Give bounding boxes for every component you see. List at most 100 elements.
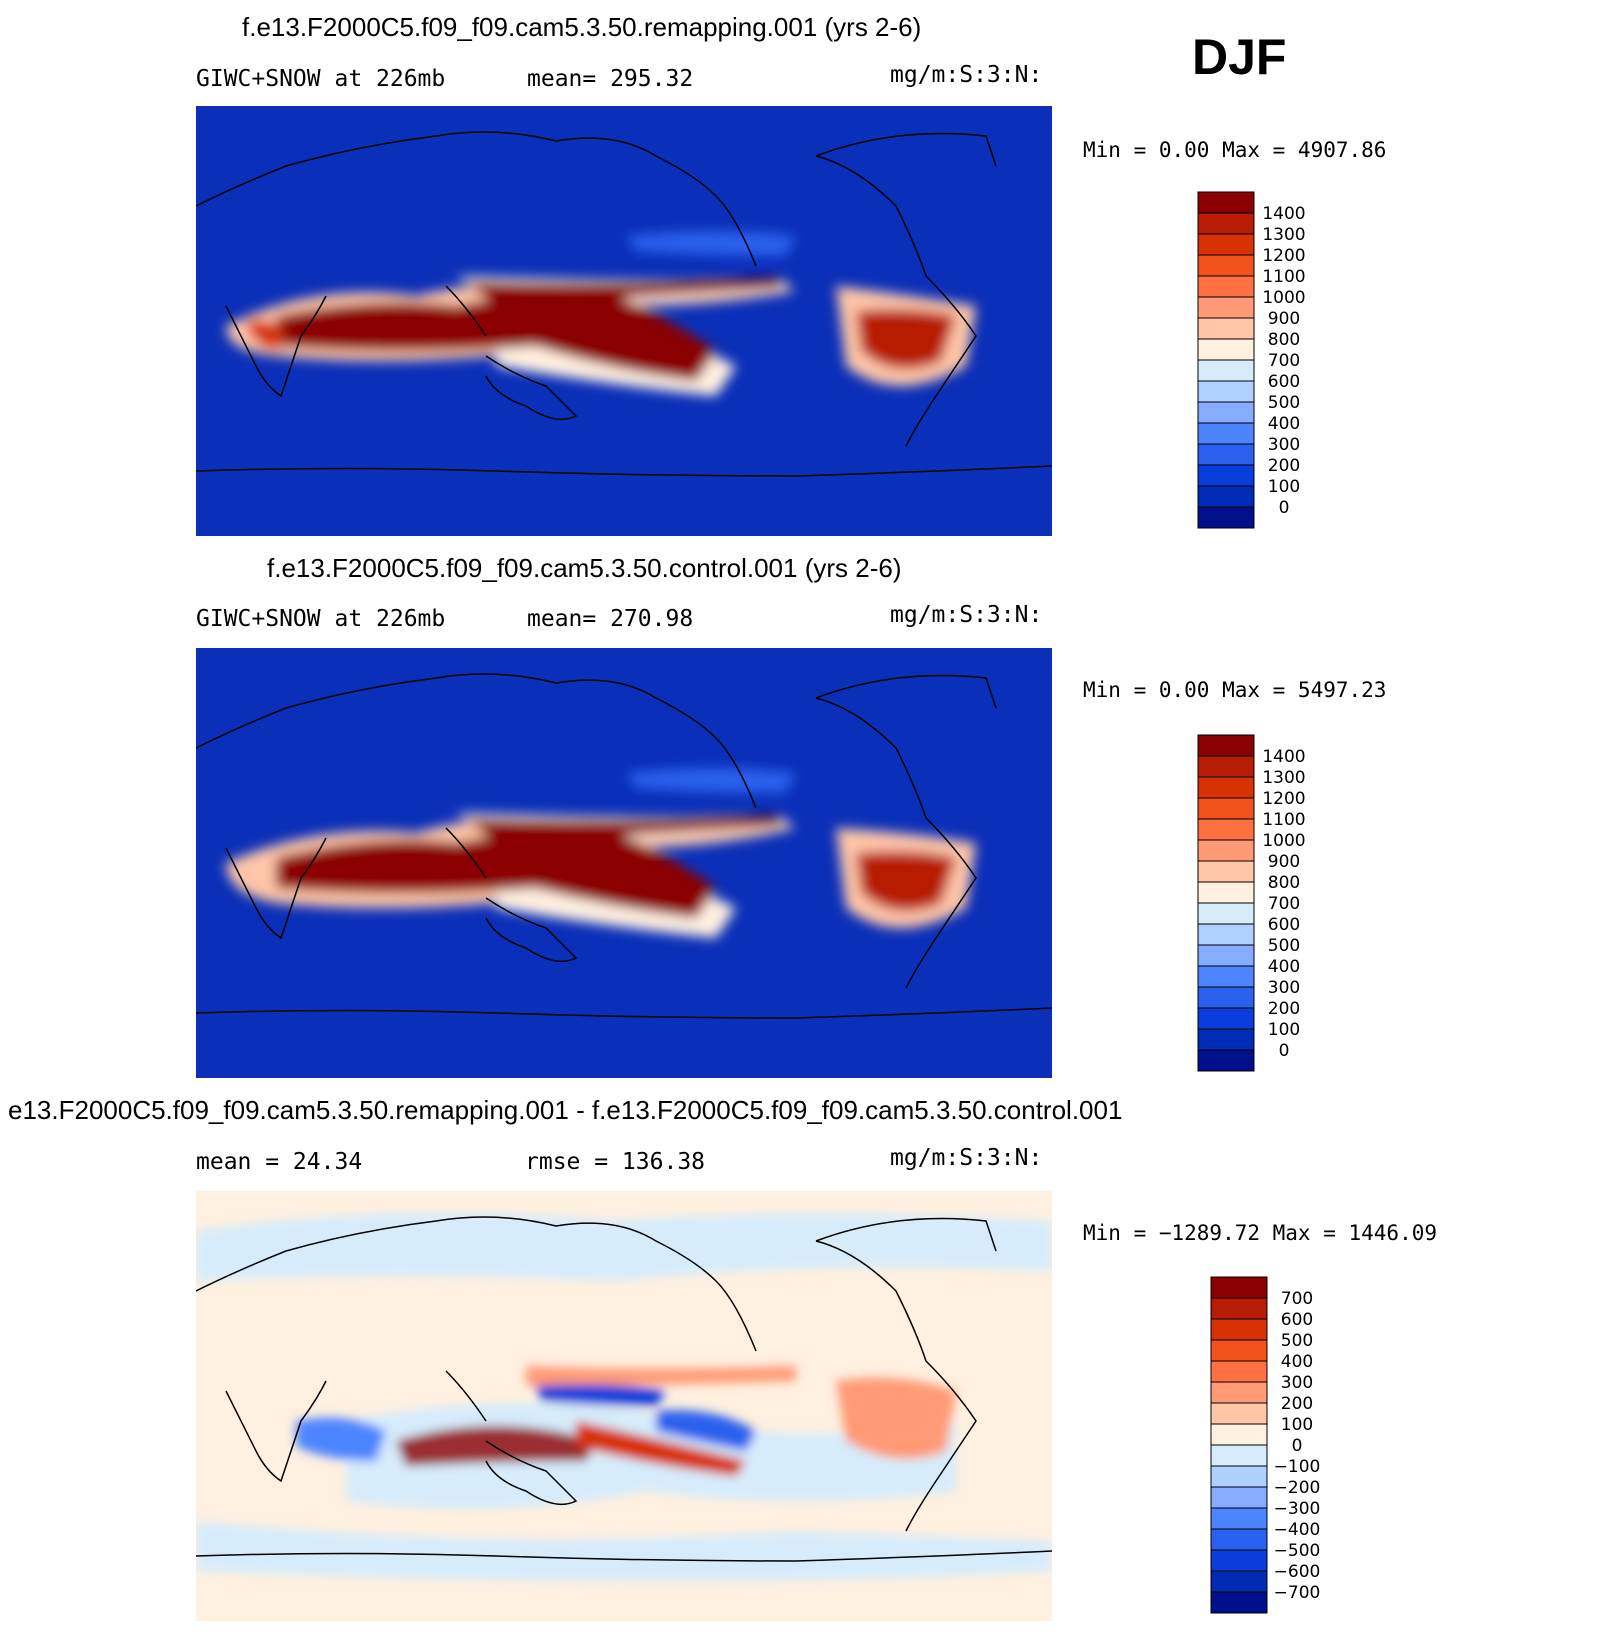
colorbar-1-box-13: [1197, 464, 1255, 487]
colorbar-3-tick-label: 300: [1281, 1373, 1313, 1393]
colorbar-3-tick-label: 400: [1281, 1352, 1313, 1372]
colorbar-1-tick-label: 1400: [1262, 204, 1305, 224]
colorbar-2-tick-label: 900: [1268, 852, 1300, 872]
colorbar-3-box-6: [1210, 1402, 1268, 1425]
colorbar-1-box-10: [1197, 401, 1255, 424]
colorbar-1-tick-label: 1200: [1262, 246, 1305, 266]
colorbar-3-tick-label: 0: [1292, 1436, 1303, 1456]
colorbar-2-tick-label: 1200: [1262, 789, 1305, 809]
colorbar-3-box-1: [1210, 1297, 1268, 1320]
panel-3-title: e13.F2000C5.f09_f09.cam5.3.50.remapping.…: [8, 1095, 1123, 1125]
colorbar-1-box-9: [1197, 380, 1255, 403]
colorbar-1-box-11: [1197, 422, 1255, 445]
colorbar-2-box-3: [1197, 797, 1255, 820]
colorbar-3-box-5: [1210, 1381, 1268, 1404]
colorbar-3-box-10: [1210, 1486, 1268, 1509]
panel-2-units-label: mg/m:S:3:N:: [890, 602, 1043, 628]
colorbar-2-box-9: [1197, 923, 1255, 946]
colorbar-3-box-7: [1210, 1423, 1268, 1446]
colorbar-2-box-0: [1197, 734, 1255, 757]
colorbar-2-box-8: [1197, 902, 1255, 925]
colorbar-2-box-6: [1197, 860, 1255, 883]
colorbar-1-tick-label: 100: [1268, 477, 1300, 497]
colorbar-2-tick-label: 1100: [1262, 810, 1305, 830]
colorbar-2-tick-label: 400: [1268, 957, 1300, 977]
colorbar-2-tick-label: 500: [1268, 936, 1300, 956]
colorbar-2-box-1: [1197, 755, 1255, 778]
colorbar-2-box-13: [1197, 1007, 1255, 1030]
colorbar-3-box-9: [1210, 1465, 1268, 1488]
colorbar-3-box-0: [1210, 1276, 1268, 1299]
colorbar-2-box-4: [1197, 818, 1255, 841]
colorbar-1-box-1: [1197, 212, 1255, 235]
colorbar-3-tick-label: −700: [1274, 1583, 1321, 1603]
colorbar-3-box-4: [1210, 1360, 1268, 1383]
colorbar-3-tick-label: −100: [1274, 1457, 1321, 1477]
panel-3-rmse-label: rmse = 136.38: [525, 1149, 706, 1175]
colorbar-1-tick-label: 400: [1268, 414, 1300, 434]
colorbar-1-box-3: [1197, 254, 1255, 277]
colorbar-2-box-10: [1197, 944, 1255, 967]
colorbar-2-tick-label: 1000: [1262, 831, 1305, 851]
colorbar-1-box-14: [1197, 485, 1255, 508]
colorbar-3-box-13: [1210, 1549, 1268, 1572]
colorbar-3-box-2: [1210, 1318, 1268, 1341]
panel-2-field-label: GIWC+SNOW at 226mb: [196, 606, 446, 632]
season-label: DJF: [1192, 29, 1287, 85]
colorbar-1-box-12: [1197, 443, 1255, 466]
colorbar-3-tick-label: −600: [1274, 1562, 1321, 1582]
colorbar-1-box-15: [1197, 506, 1255, 529]
panel-1-minmax: Min = 0.00 Max = 4907.86: [1083, 138, 1387, 162]
colorbar-3-box-12: [1210, 1528, 1268, 1551]
colorbar-1-tick-label: 900: [1268, 309, 1300, 329]
colorbar-1-box-5: [1197, 296, 1255, 319]
colorbar-3-tick-label: −200: [1274, 1478, 1321, 1498]
panel-3-colorbar: 7006005004003002001000−100−200−300−400−5…: [1210, 1276, 1321, 1614]
colorbar-1-tick-label: 1300: [1262, 225, 1305, 245]
colorbar-1-tick-label: 200: [1268, 456, 1300, 476]
colorbar-3-tick-label: 500: [1281, 1331, 1313, 1351]
colorbar-3-box-11: [1210, 1507, 1268, 1530]
panel-2-title: f.e13.F2000C5.f09_f09.cam5.3.50.control.…: [267, 553, 902, 583]
panel-3-map: [196, 1191, 1052, 1621]
colorbar-2-tick-label: 200: [1268, 999, 1300, 1019]
panel-1-map: [196, 106, 1052, 536]
colorbar-2-box-5: [1197, 839, 1255, 862]
panel-2-colorbar: 1400130012001100100090080070060050040030…: [1197, 734, 1306, 1072]
panel-1-mean-label: mean= 295.32: [527, 66, 694, 92]
colorbar-2-box-7: [1197, 881, 1255, 904]
colorbar-1-box-0: [1197, 191, 1255, 214]
colorbar-1-tick-label: 1100: [1262, 267, 1305, 287]
colorbar-3-tick-label: −500: [1274, 1541, 1321, 1561]
colorbar-3-box-3: [1210, 1339, 1268, 1362]
colorbar-2-box-2: [1197, 776, 1255, 799]
colorbar-1-box-4: [1197, 275, 1255, 298]
colorbar-1-box-2: [1197, 233, 1255, 256]
colorbar-3-tick-label: −300: [1274, 1499, 1321, 1519]
colorbar-1-box-6: [1197, 317, 1255, 340]
colorbar-1-tick-label: 300: [1268, 435, 1300, 455]
colorbar-3-tick-label: 700: [1281, 1289, 1313, 1309]
colorbar-1-tick-label: 800: [1268, 330, 1300, 350]
colorbar-1-tick-label: 600: [1268, 372, 1300, 392]
panel-2-mean-label: mean= 270.98: [527, 606, 694, 632]
colorbar-2-tick-label: 800: [1268, 873, 1300, 893]
colorbar-3-tick-label: 200: [1281, 1394, 1313, 1414]
colorbar-2-box-14: [1197, 1028, 1255, 1051]
colorbar-3-box-8: [1210, 1444, 1268, 1467]
colorbar-1-box-8: [1197, 359, 1255, 382]
panel-3-mean-label: mean = 24.34: [196, 1149, 363, 1175]
panel-2-minmax: Min = 0.00 Max = 5497.23: [1083, 678, 1387, 702]
colorbar-3-tick-label: 600: [1281, 1310, 1313, 1330]
panel-1-field-label: GIWC+SNOW at 226mb: [196, 66, 446, 92]
colorbar-1-tick-label: 700: [1268, 351, 1300, 371]
colorbar-1-tick-label: 1000: [1262, 288, 1305, 308]
panel-1-title: f.e13.F2000C5.f09_f09.cam5.3.50.remappin…: [242, 12, 922, 42]
colorbar-3-tick-label: 100: [1281, 1415, 1313, 1435]
colorbar-3-tick-label: −400: [1274, 1520, 1321, 1540]
colorbar-1-tick-label: 500: [1268, 393, 1300, 413]
colorbar-2-box-11: [1197, 965, 1255, 988]
panel-3-minmax: Min = −1289.72 Max = 1446.09: [1083, 1221, 1438, 1245]
colorbar-1-tick-label: 0: [1279, 498, 1290, 518]
colorbar-2-box-15: [1197, 1049, 1255, 1072]
